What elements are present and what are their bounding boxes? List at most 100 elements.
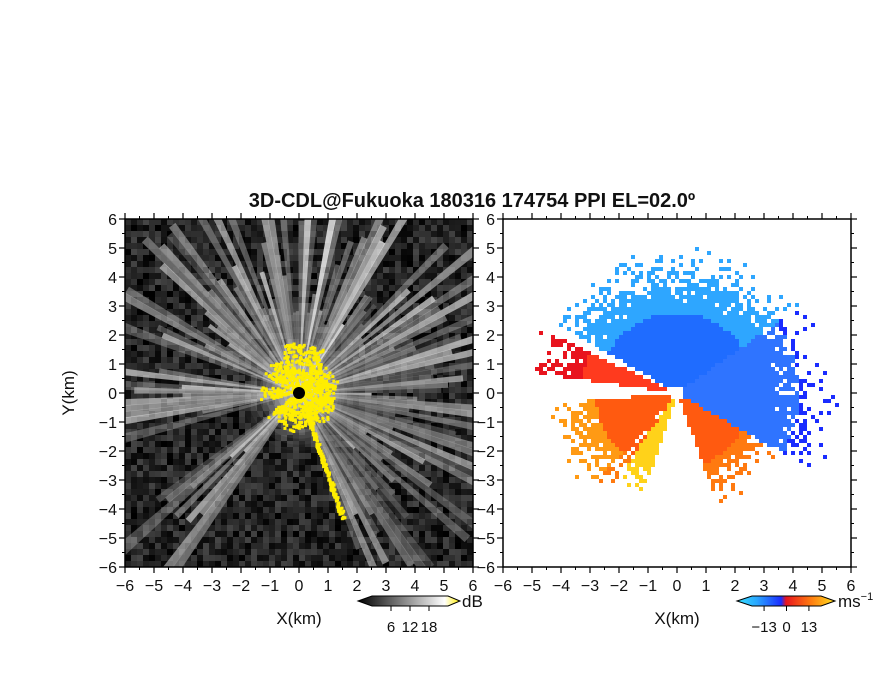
snr-noise-cell (149, 513, 155, 519)
snr-noise-cell (293, 447, 299, 453)
snr-noise-cell (149, 447, 155, 453)
snr-near-range-pixel (311, 380, 315, 384)
velocity-pixel (671, 271, 675, 275)
snr-noise-cell (155, 507, 161, 513)
snr-noise-cell (185, 465, 191, 471)
snr-noise-cell (263, 477, 269, 483)
snr-noise-cell (173, 249, 179, 255)
snr-xtick-label: −3 (203, 578, 221, 595)
snr-ray (125, 292, 299, 393)
snr-noise-cell (155, 297, 161, 303)
snr-near-range-pixel (300, 409, 304, 413)
snr-noise-cell (449, 369, 455, 375)
snr-noise-cell (191, 219, 197, 225)
snr-ytick-label: −3 (99, 473, 117, 490)
snr-noise-cell (377, 525, 383, 531)
snr-near-range-pixel (279, 377, 283, 381)
snr-noise-cell (305, 465, 311, 471)
snr-noise-cell (125, 255, 131, 261)
snr-noise-cell (239, 543, 245, 549)
snr-noise-cell (359, 471, 365, 477)
snr-near-range-pixel (286, 392, 290, 396)
snr-noise-cell (365, 345, 371, 351)
snr-noise-cell (197, 459, 203, 465)
snr-noise-cell (131, 489, 137, 495)
snr-noise-cell (251, 363, 257, 369)
velocity-pixel (647, 271, 651, 275)
snr-ray (299, 393, 390, 565)
snr-noise-cell (353, 225, 359, 231)
snr-noise-cell (461, 375, 467, 381)
snr-near-range-pixel (305, 351, 309, 355)
snr-noise-cell (263, 399, 269, 405)
velocity-pixel (623, 271, 627, 275)
velocity-pixel (631, 299, 635, 303)
snr-noise-cell (185, 357, 191, 363)
snr-noise-cell (149, 531, 155, 537)
snr-noise-cell (323, 537, 329, 543)
velocity-pixel (667, 299, 671, 303)
snr-noise-cell (209, 537, 215, 543)
velocity-pixel (599, 291, 603, 295)
snr-noise-cell (263, 555, 269, 561)
snr-noise-cell (317, 225, 323, 231)
snr-noise-cell (227, 465, 233, 471)
velocity-pixel (567, 315, 571, 319)
snr-noise-cell (125, 531, 131, 537)
snr-noise-cell (263, 549, 269, 555)
snr-ray (299, 393, 457, 438)
snr-near-range-pixel (297, 344, 301, 348)
snr-noise-cell (365, 231, 371, 237)
snr-noise-cell (125, 321, 131, 327)
snr-noise-cell (395, 315, 401, 321)
snr-noise-cell (131, 291, 137, 297)
snr-noise-cell (419, 375, 425, 381)
snr-noise-cell (167, 225, 173, 231)
snr-noise-cell (281, 519, 287, 525)
snr-noise-cell (233, 351, 239, 357)
snr-near-range-pixel (260, 398, 264, 402)
snr-noise-cell (143, 297, 149, 303)
snr-xtick-label: 4 (411, 578, 420, 595)
snr-noise-cell (467, 513, 473, 519)
snr-near-range-pixel (307, 416, 311, 420)
snr-noise-cell (239, 489, 245, 495)
snr-noise-cell (203, 489, 209, 495)
snr-noise-cell (269, 327, 275, 333)
snr-noise-cell (353, 513, 359, 519)
snr-noise-cell (305, 501, 311, 507)
snr-ytick-label: 0 (108, 386, 117, 403)
snr-noise-cell (251, 225, 257, 231)
snr-ytick-label: 1 (108, 357, 117, 374)
snr-near-range-pixel (263, 390, 267, 394)
snr-noise-cell (239, 561, 245, 567)
snr-noise-cell (461, 429, 467, 435)
snr-noise-cell (185, 525, 191, 531)
snr-noise-cell (179, 357, 185, 363)
snr-noise-cell (149, 465, 155, 471)
snr-noise-cell (449, 297, 455, 303)
snr-noise-cell (191, 471, 197, 477)
snr-noise-cell (227, 531, 233, 537)
snr-noise-cell (299, 489, 305, 495)
snr-noise-cell (431, 459, 437, 465)
velocity-pixel (647, 315, 651, 319)
snr-noise-cell (365, 315, 371, 321)
snr-noise-cell (149, 225, 155, 231)
snr-near-range-pixel (264, 387, 268, 391)
snr-noise-cell (365, 225, 371, 231)
snr-noise-cell (251, 501, 257, 507)
snr-noise-cell (155, 243, 161, 249)
snr-noise-cell (167, 465, 173, 471)
snr-noise-cell (287, 423, 293, 429)
snr-noise-cell (377, 561, 383, 567)
snr-noise-cell (425, 231, 431, 237)
snr-near-range-pixel (306, 357, 310, 361)
velocity-pixel (715, 283, 719, 287)
snr-near-range-pixel (281, 384, 285, 388)
snr-noise-cell (467, 321, 473, 327)
snr-noise-cell (329, 267, 335, 273)
velocity-pixel (659, 295, 663, 299)
snr-noise-cell (461, 243, 467, 249)
snr-noise-cell (311, 291, 317, 297)
